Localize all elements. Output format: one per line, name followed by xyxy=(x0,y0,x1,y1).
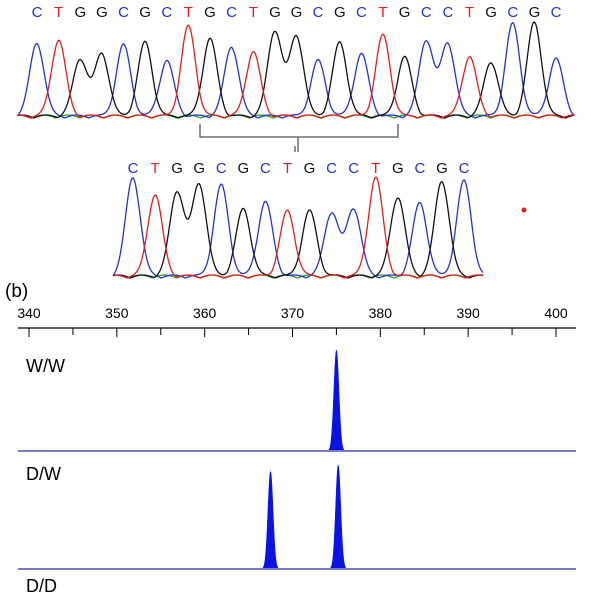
sequence-base: G xyxy=(74,4,86,21)
track-d-w: D/W xyxy=(18,464,576,569)
red-dot-marker xyxy=(522,208,527,213)
sequence-base: G xyxy=(96,4,108,21)
chromatogram-top xyxy=(18,22,575,118)
sequence-base: C xyxy=(216,160,227,177)
sequence-base: G xyxy=(171,160,183,177)
sequence-base: C xyxy=(414,160,425,177)
sequence-base: T xyxy=(151,160,160,177)
trace-C xyxy=(18,23,575,118)
sequence-base: C xyxy=(313,4,324,21)
sequence-base: G xyxy=(139,4,151,21)
tick-label: 380 xyxy=(369,305,393,321)
sequence-base: C xyxy=(459,160,470,177)
size-axis: 340 350 360 370 380 390 400 xyxy=(17,305,576,337)
sequence-base: T xyxy=(184,4,193,21)
sequence-base: G xyxy=(237,160,249,177)
deletion-bracket xyxy=(200,124,398,152)
tick-label: 340 xyxy=(17,305,41,321)
sequence-base: C xyxy=(161,4,172,21)
trace-G xyxy=(18,22,575,118)
sequence-base: G xyxy=(392,160,404,177)
tick-label: 350 xyxy=(105,305,129,321)
peak xyxy=(258,472,282,569)
chromatogram-bottom xyxy=(113,177,483,278)
trace-T xyxy=(18,25,575,118)
sequence-base: G xyxy=(291,4,303,21)
track-w-w: W/W xyxy=(18,350,576,451)
sequence-base: T xyxy=(465,4,474,21)
tick-label: 400 xyxy=(544,305,568,321)
track-d-d: D/D xyxy=(18,576,576,595)
sequence-base: T xyxy=(249,4,258,21)
sequence-base: G xyxy=(529,4,541,21)
peak xyxy=(326,465,350,569)
genotype-label: D/W xyxy=(26,464,61,484)
tick-label: 360 xyxy=(193,305,217,321)
sequence-base: C xyxy=(32,4,43,21)
sequence-base: C xyxy=(442,4,453,21)
panel-b-label: (b) xyxy=(5,281,28,302)
genotype-label: W/W xyxy=(26,356,65,376)
sequence-base: C xyxy=(356,4,367,21)
sequence-base: G xyxy=(399,4,411,21)
tick-label: 390 xyxy=(456,305,480,321)
peak xyxy=(324,350,348,451)
sequence-base: G xyxy=(334,4,346,21)
sequence-base: G xyxy=(193,160,205,177)
sequence-base: T xyxy=(283,160,292,177)
sequence-base: C xyxy=(260,160,271,177)
sequence-base: C xyxy=(421,4,432,21)
tick-label: 370 xyxy=(281,305,305,321)
genotype-label: D/D xyxy=(26,576,57,595)
sequence-base: C xyxy=(118,4,129,21)
sequence-base: C xyxy=(326,160,337,177)
sequence-base: G xyxy=(436,160,448,177)
sequence-base: C xyxy=(551,4,562,21)
sequence-base: G xyxy=(269,4,281,21)
sequence-base: T xyxy=(378,4,387,21)
sequence-base: C xyxy=(128,160,139,177)
sequence-base: T xyxy=(54,4,63,21)
genotype-tracks: W/W D/W D/D xyxy=(18,350,576,595)
sequence-base: C xyxy=(226,4,237,21)
sequence-base: G xyxy=(204,4,216,21)
sequence-base: T xyxy=(371,160,380,177)
sequence-base: G xyxy=(485,4,497,21)
sequence-base: G xyxy=(304,160,316,177)
sequence-base: C xyxy=(507,4,518,21)
sequence-base: C xyxy=(348,160,359,177)
